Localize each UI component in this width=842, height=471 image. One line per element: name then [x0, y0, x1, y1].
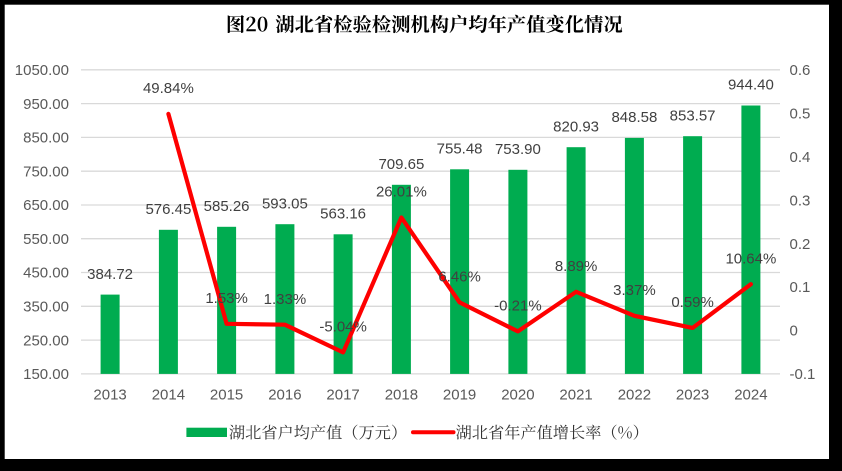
svg-text:585.26: 585.26: [204, 198, 250, 215]
svg-text:26.01%: 26.01%: [376, 184, 427, 201]
svg-text:850.00: 850.00: [23, 130, 69, 147]
svg-text:2019: 2019: [443, 387, 476, 404]
svg-text:563.16: 563.16: [320, 206, 366, 223]
svg-text:10.64%: 10.64%: [725, 250, 776, 267]
svg-text:1.53%: 1.53%: [205, 290, 248, 307]
svg-text:0.1: 0.1: [790, 279, 811, 296]
svg-text:709.65: 709.65: [378, 156, 424, 173]
svg-text:0.6: 0.6: [790, 62, 811, 79]
svg-text:1.33%: 1.33%: [264, 291, 307, 308]
svg-text:0.3: 0.3: [790, 192, 811, 209]
svg-text:755.48: 755.48: [437, 141, 483, 158]
svg-text:3.37%: 3.37%: [613, 282, 656, 299]
svg-text:8.89%: 8.89%: [555, 258, 598, 275]
svg-text:944.40: 944.40: [728, 77, 774, 94]
svg-text:2017: 2017: [326, 387, 359, 404]
svg-text:853.57: 853.57: [670, 107, 716, 124]
svg-text:753.90: 753.90: [495, 141, 541, 158]
svg-text:593.05: 593.05: [262, 195, 308, 212]
svg-text:350.00: 350.00: [23, 299, 69, 316]
svg-text:650.00: 650.00: [23, 197, 69, 214]
svg-text:2013: 2013: [93, 387, 126, 404]
svg-text:250.00: 250.00: [23, 332, 69, 349]
svg-text:2018: 2018: [385, 387, 418, 404]
svg-text:0.59%: 0.59%: [671, 294, 714, 311]
svg-text:450.00: 450.00: [23, 265, 69, 282]
svg-text:2015: 2015: [210, 387, 243, 404]
svg-text:-0.1: -0.1: [790, 366, 816, 383]
svg-text:2021: 2021: [559, 387, 592, 404]
svg-text:49.84%: 49.84%: [143, 80, 194, 97]
svg-text:2020: 2020: [501, 387, 534, 404]
svg-text:384.72: 384.72: [87, 266, 133, 283]
svg-text:0.5: 0.5: [790, 105, 811, 122]
svg-text:848.58: 848.58: [611, 109, 657, 126]
svg-text:550.00: 550.00: [23, 231, 69, 248]
svg-text:2024: 2024: [734, 387, 767, 404]
svg-text:950.00: 950.00: [23, 96, 69, 113]
svg-text:0.2: 0.2: [790, 236, 811, 253]
svg-text:2022: 2022: [618, 387, 651, 404]
svg-text:1050.00: 1050.00: [15, 62, 69, 79]
svg-text:2014: 2014: [152, 387, 185, 404]
svg-text:2023: 2023: [676, 387, 709, 404]
svg-text:2016: 2016: [268, 387, 301, 404]
svg-text:820.93: 820.93: [553, 118, 599, 135]
svg-text:6.46%: 6.46%: [438, 269, 481, 286]
svg-text:-0.21%: -0.21%: [494, 298, 542, 315]
svg-text:150.00: 150.00: [23, 366, 69, 383]
svg-text:750.00: 750.00: [23, 163, 69, 180]
svg-text:-5.04%: -5.04%: [319, 319, 367, 336]
svg-text:576.45: 576.45: [145, 201, 191, 218]
svg-text:0: 0: [790, 323, 798, 340]
svg-text:0.4: 0.4: [790, 149, 811, 166]
